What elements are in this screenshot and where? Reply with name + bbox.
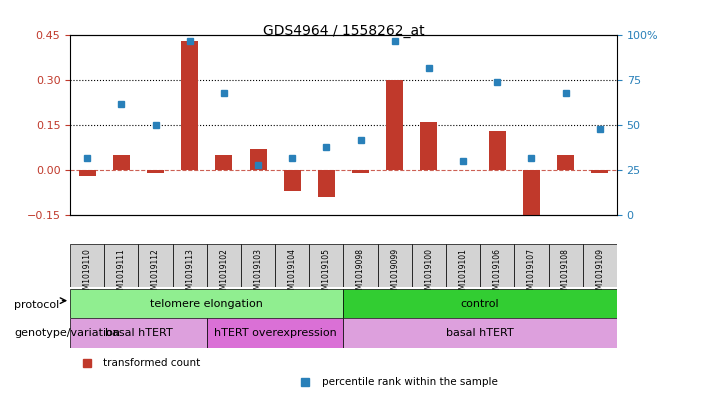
Bar bbox=[557, 155, 574, 171]
Text: GSM1019113: GSM1019113 bbox=[185, 248, 194, 299]
Text: GDS4964 / 1558262_at: GDS4964 / 1558262_at bbox=[263, 24, 424, 38]
FancyBboxPatch shape bbox=[549, 244, 583, 287]
Text: genotype/variation: genotype/variation bbox=[14, 328, 120, 338]
Text: GSM1019101: GSM1019101 bbox=[458, 248, 468, 299]
FancyBboxPatch shape bbox=[412, 244, 446, 287]
Bar bbox=[250, 149, 266, 171]
Text: basal hTERT: basal hTERT bbox=[447, 328, 514, 338]
Text: telomere elongation: telomere elongation bbox=[150, 299, 264, 309]
Bar bbox=[591, 171, 608, 173]
Bar bbox=[386, 81, 403, 171]
Text: percentile rank within the sample: percentile rank within the sample bbox=[322, 377, 498, 387]
Text: basal hTERT: basal hTERT bbox=[104, 328, 172, 338]
Text: GSM1019106: GSM1019106 bbox=[493, 248, 502, 299]
Text: GSM1019103: GSM1019103 bbox=[254, 248, 263, 299]
Text: GSM1019108: GSM1019108 bbox=[561, 248, 570, 299]
FancyBboxPatch shape bbox=[70, 318, 207, 348]
FancyBboxPatch shape bbox=[70, 244, 104, 287]
FancyBboxPatch shape bbox=[207, 244, 241, 287]
Text: GSM1019111: GSM1019111 bbox=[117, 248, 126, 299]
Bar bbox=[318, 171, 335, 197]
Bar bbox=[421, 122, 437, 171]
FancyBboxPatch shape bbox=[309, 244, 343, 287]
Bar bbox=[489, 131, 506, 171]
Text: control: control bbox=[461, 299, 500, 309]
Text: GSM1019104: GSM1019104 bbox=[287, 248, 297, 299]
Text: GSM1019109: GSM1019109 bbox=[595, 248, 604, 299]
FancyBboxPatch shape bbox=[138, 244, 172, 287]
Bar bbox=[215, 155, 233, 171]
FancyBboxPatch shape bbox=[207, 318, 343, 348]
Text: GSM1019107: GSM1019107 bbox=[527, 248, 536, 299]
FancyBboxPatch shape bbox=[275, 244, 309, 287]
Bar bbox=[523, 171, 540, 215]
Bar bbox=[352, 171, 369, 173]
FancyBboxPatch shape bbox=[480, 244, 515, 287]
FancyBboxPatch shape bbox=[446, 244, 480, 287]
Bar bbox=[79, 171, 96, 176]
FancyBboxPatch shape bbox=[343, 318, 617, 348]
Text: GSM1019110: GSM1019110 bbox=[83, 248, 92, 299]
FancyBboxPatch shape bbox=[583, 244, 617, 287]
FancyBboxPatch shape bbox=[104, 244, 138, 287]
FancyBboxPatch shape bbox=[172, 244, 207, 287]
FancyBboxPatch shape bbox=[343, 289, 617, 318]
FancyBboxPatch shape bbox=[378, 244, 412, 287]
FancyBboxPatch shape bbox=[241, 244, 275, 287]
Text: GSM1019100: GSM1019100 bbox=[424, 248, 433, 299]
Text: GSM1019098: GSM1019098 bbox=[356, 248, 365, 299]
FancyBboxPatch shape bbox=[515, 244, 549, 287]
Bar bbox=[147, 171, 164, 173]
Text: hTERT overexpression: hTERT overexpression bbox=[214, 328, 336, 338]
Text: GSM1019102: GSM1019102 bbox=[219, 248, 229, 299]
FancyBboxPatch shape bbox=[343, 244, 378, 287]
Text: transformed count: transformed count bbox=[103, 358, 200, 367]
Text: protocol: protocol bbox=[14, 299, 60, 310]
Bar bbox=[284, 171, 301, 191]
Text: GSM1019099: GSM1019099 bbox=[390, 248, 400, 299]
Bar bbox=[181, 41, 198, 171]
Text: GSM1019112: GSM1019112 bbox=[151, 248, 160, 299]
Text: GSM1019105: GSM1019105 bbox=[322, 248, 331, 299]
Bar bbox=[113, 155, 130, 171]
FancyBboxPatch shape bbox=[70, 289, 343, 318]
